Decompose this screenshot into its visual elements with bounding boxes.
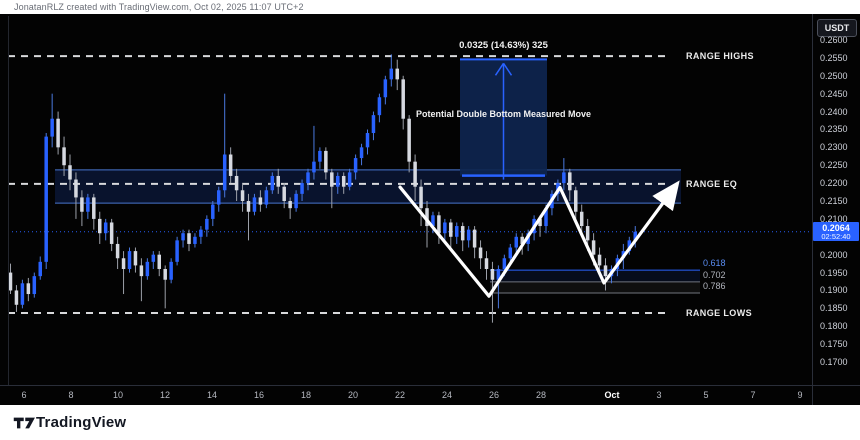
price-axis-label: 0.1950 xyxy=(820,267,848,278)
range-lows-label: RANGE LOWS xyxy=(686,308,752,318)
chart-background xyxy=(0,14,860,405)
price-axis-label: 0.1750 xyxy=(820,339,848,350)
footer: TradingView xyxy=(0,405,860,440)
price-axis-label: 0.2250 xyxy=(820,160,848,171)
bar-countdown: 02:52:40 xyxy=(821,232,851,242)
time-axis-label: 9 xyxy=(797,390,803,400)
range-eq-zone[interactable] xyxy=(55,169,681,204)
fib-level-label-786: 0.786 xyxy=(703,280,726,291)
time-axis-label: 18 xyxy=(300,390,312,400)
tradingview-brand-text[interactable]: TradingView xyxy=(36,414,127,431)
last-price-value: 0.2064 xyxy=(822,223,850,234)
price-axis-label: 0.2000 xyxy=(820,249,848,260)
time-axis[interactable]: 6 8 10 12 14 16 18 20 22 24 26 28 Oct 3 5 7 9 xyxy=(0,385,860,405)
time-axis-label: 22 xyxy=(394,390,406,400)
time-axis-label-month: Oct xyxy=(604,390,620,400)
time-axis-label: 16 xyxy=(253,390,265,400)
price-axis-label: 0.1900 xyxy=(820,285,848,296)
time-axis-label: 8 xyxy=(68,390,74,400)
tradingview-logo-icon[interactable] xyxy=(13,415,36,431)
price-axis-label: 0.2450 xyxy=(820,88,848,99)
time-axis-label: 20 xyxy=(347,390,359,400)
price-axis-label: 0.2400 xyxy=(820,106,848,117)
price-axis-label: 0.2100 xyxy=(820,213,848,224)
price-axis-label: 0.2350 xyxy=(820,124,848,135)
range-highs-label: RANGE HIGHS xyxy=(686,51,754,62)
price-axis-label: 0.1850 xyxy=(820,303,848,314)
price-axis-label: 0.2550 xyxy=(820,52,848,63)
time-axis-label: 3 xyxy=(656,390,662,400)
last-price-badge: 0.2064 02:52:40 xyxy=(813,222,859,242)
price-axis-label: 0.1700 xyxy=(820,357,848,368)
time-axis-label: 12 xyxy=(159,390,171,400)
price-axis-label: 0.2200 xyxy=(820,178,848,189)
attribution-bar: JonatanRLZ created with TradingView.com,… xyxy=(0,0,860,14)
price-axis-label: 0.2500 xyxy=(820,70,848,81)
price-axis-label: 0.2300 xyxy=(820,142,848,153)
range-eq-label: RANGE EQ xyxy=(686,178,738,189)
price-axis[interactable]: USDT 0.2600 0.2550 0.2500 0.2450 0.2400 0.235… xyxy=(813,14,860,405)
time-axis-label: 24 xyxy=(441,390,453,400)
measured-move-note: Potential Double Bottom Measured Move xyxy=(415,109,592,120)
attribution-text: JonatanRLZ created with TradingView.com,… xyxy=(14,2,304,12)
time-axis-label: 26 xyxy=(488,390,500,400)
measured-move-value-label: 0.0325 (14.63%) 325 xyxy=(459,40,548,52)
currency-toggle-button[interactable]: USDT xyxy=(817,19,857,37)
time-axis-label: 5 xyxy=(703,390,709,400)
price-axis-label: 0.2600 xyxy=(820,35,848,45)
time-axis-label: 10 xyxy=(112,390,124,400)
price-axis-label: 0.2150 xyxy=(820,196,848,206)
double-bottom-zigzag-arrow[interactable] xyxy=(398,180,680,298)
time-axis-label: 14 xyxy=(206,390,218,400)
fib-level-label-618: 0.618 xyxy=(703,258,726,269)
time-axis-label: 28 xyxy=(535,390,547,400)
time-axis-label: 7 xyxy=(750,390,756,400)
time-axis-label: 6 xyxy=(21,390,27,400)
price-axis-label: 0.1800 xyxy=(820,321,848,332)
fib-level-label-702: 0.702 xyxy=(703,269,726,280)
